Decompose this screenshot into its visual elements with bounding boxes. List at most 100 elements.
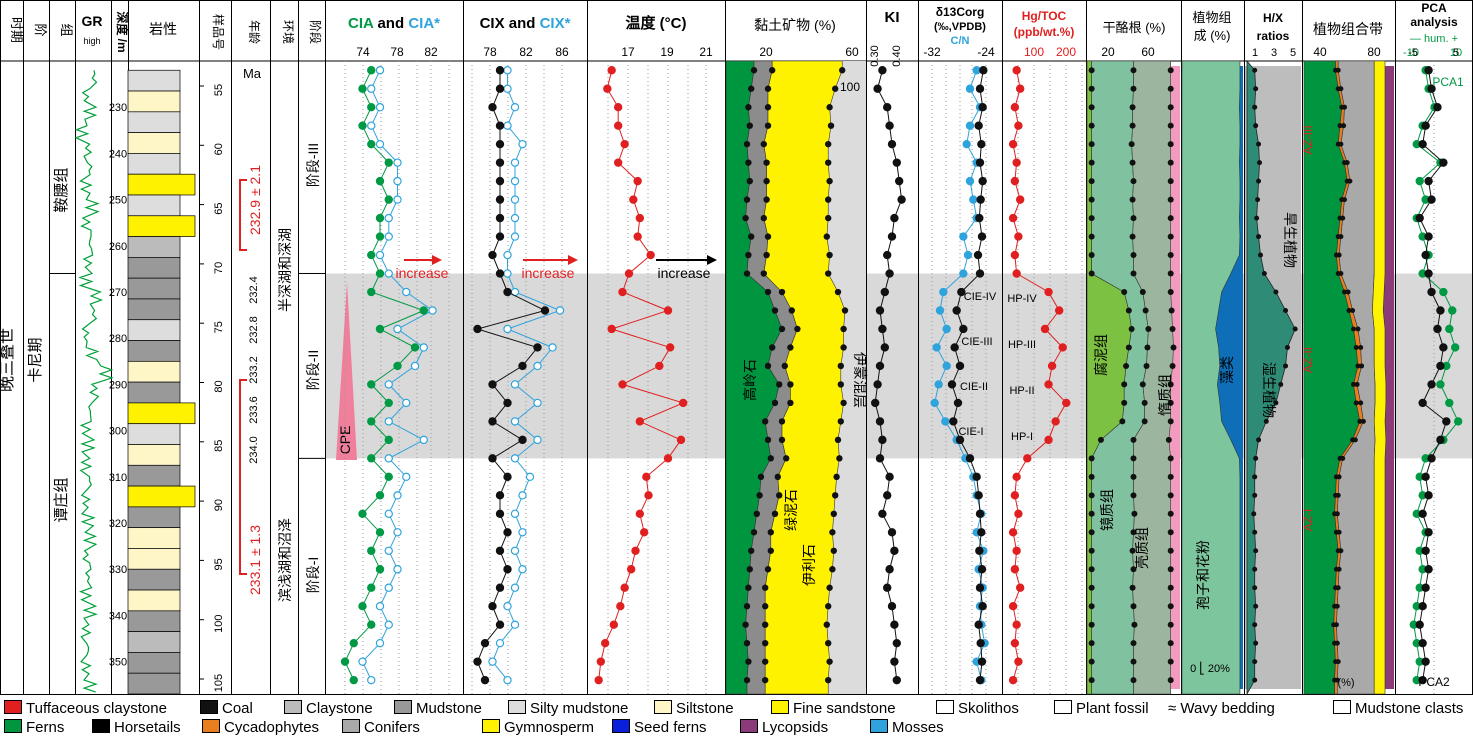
- assemb-point: [1338, 548, 1344, 554]
- maceral-point: [1167, 473, 1174, 480]
- maceral-point: [1088, 85, 1095, 92]
- assemb-point: [1335, 492, 1341, 498]
- d13c-point: [977, 528, 986, 537]
- clay-point: [762, 603, 769, 610]
- maceral-point: [1121, 399, 1128, 406]
- header-cix: CIX and CIX*: [480, 15, 571, 32]
- lithology-bed: [127, 589, 181, 612]
- cia-point: [384, 158, 393, 167]
- hg-toc-point: [1014, 509, 1023, 519]
- temperature-point: [635, 417, 645, 426]
- tick-assemb: 40: [1313, 45, 1327, 59]
- clay-point: [750, 529, 758, 536]
- clay-point: [825, 270, 832, 277]
- d13c-point: [947, 380, 957, 389]
- maceral-point: [1129, 104, 1136, 111]
- ki-point: [878, 324, 887, 334]
- hg-toc-point: [1008, 528, 1018, 537]
- assemb-point: [1335, 585, 1341, 591]
- label-pca2: PCA2: [1418, 675, 1450, 689]
- ki-point: [883, 583, 892, 592]
- cix-point: [518, 361, 527, 371]
- label-cie: CIE-IV: [964, 291, 997, 303]
- maceral-point: [1167, 233, 1174, 240]
- assemb-point: [1351, 381, 1356, 387]
- legend-label: Seed ferns: [634, 719, 707, 736]
- maceral-point: [1131, 621, 1138, 628]
- header-pca2: analysis: [1410, 15, 1458, 29]
- legend-item: Tuffaceous claystone: [4, 700, 167, 717]
- ki-point: [883, 491, 892, 500]
- legend-item: Claystone: [284, 700, 373, 717]
- temperature-point: [644, 491, 653, 500]
- cix-star-point: [510, 380, 520, 389]
- lithology-bed: [127, 464, 181, 487]
- header-depth: 深度 /m: [115, 11, 130, 52]
- pca2-point: [1436, 306, 1445, 315]
- legend-label: Lycopsids: [762, 719, 829, 736]
- assemb-point: [1345, 289, 1351, 295]
- assemb-point: [1358, 344, 1364, 350]
- assemb-point: [1338, 141, 1344, 147]
- temperature-point: [655, 361, 664, 371]
- d13c-point: [974, 491, 983, 500]
- assemb-point: [1338, 86, 1344, 92]
- cix-star-point: [503, 250, 512, 260]
- header-period: 时期: [9, 17, 24, 43]
- d13c-point: [972, 472, 981, 482]
- legend-item: Seed ferns: [612, 719, 707, 736]
- ki-point: [890, 657, 899, 666]
- temperature-line: [598, 70, 685, 681]
- label-chlorite: 绿泥石: [783, 489, 799, 531]
- ki-point: [875, 417, 885, 426]
- hg-toc-point: [1012, 546, 1021, 555]
- hg-toc-point: [1044, 435, 1053, 445]
- cix-increase-arrow-head: [568, 255, 578, 265]
- tick-temp: 17: [621, 45, 635, 59]
- hg-toc-point: [1023, 454, 1032, 463]
- legend-item: Skolithos: [936, 700, 1019, 717]
- ki-point: [892, 638, 902, 648]
- clay-point: [794, 325, 801, 333]
- maceral-point: [1088, 473, 1095, 480]
- clay-point: [756, 492, 763, 499]
- label-period: 晚三叠世: [0, 328, 16, 392]
- pca2-point: [1424, 176, 1433, 186]
- header-sample: 样品号: [211, 14, 226, 50]
- cix-point: [495, 509, 505, 519]
- label-env-lower: 滨浅湖和沼泽: [277, 518, 293, 602]
- lithology-bed: [127, 631, 181, 653]
- maceral-point: [1088, 67, 1095, 74]
- temperature-point: [618, 287, 627, 297]
- cia-point: [358, 84, 367, 93]
- legend-item: Conifers: [342, 719, 420, 736]
- assemb-point: [1337, 123, 1343, 129]
- clay-point: [748, 85, 755, 92]
- tick-depth: 260: [109, 241, 127, 253]
- hx-point: [1261, 271, 1267, 277]
- cix-star-point: [495, 638, 505, 648]
- ki-point: [883, 103, 892, 112]
- temperature-point: [613, 121, 623, 130]
- legend-swatch: [342, 719, 360, 733]
- cix-point: [495, 84, 505, 93]
- legend-label: Claystone: [306, 700, 373, 717]
- cix-star-point: [533, 435, 542, 445]
- cia-point: [384, 435, 393, 445]
- maceral-point: [1130, 67, 1137, 74]
- lithology-bed: [127, 610, 181, 632]
- assemb-point: [1335, 67, 1341, 73]
- maceral-point: [1167, 492, 1174, 499]
- cix-star-point: [510, 232, 520, 241]
- hx-point: [1283, 308, 1289, 314]
- temperature-point: [624, 269, 634, 278]
- tick-depth: 320: [109, 518, 127, 530]
- legend-item: Gymnosperm: [482, 719, 594, 736]
- ki-point: [885, 269, 894, 278]
- temperature-point: [618, 380, 627, 389]
- lithology-bed: [127, 360, 181, 383]
- clay-point: [746, 566, 753, 573]
- maceral-point: [1167, 159, 1174, 166]
- clay-point: [743, 196, 751, 203]
